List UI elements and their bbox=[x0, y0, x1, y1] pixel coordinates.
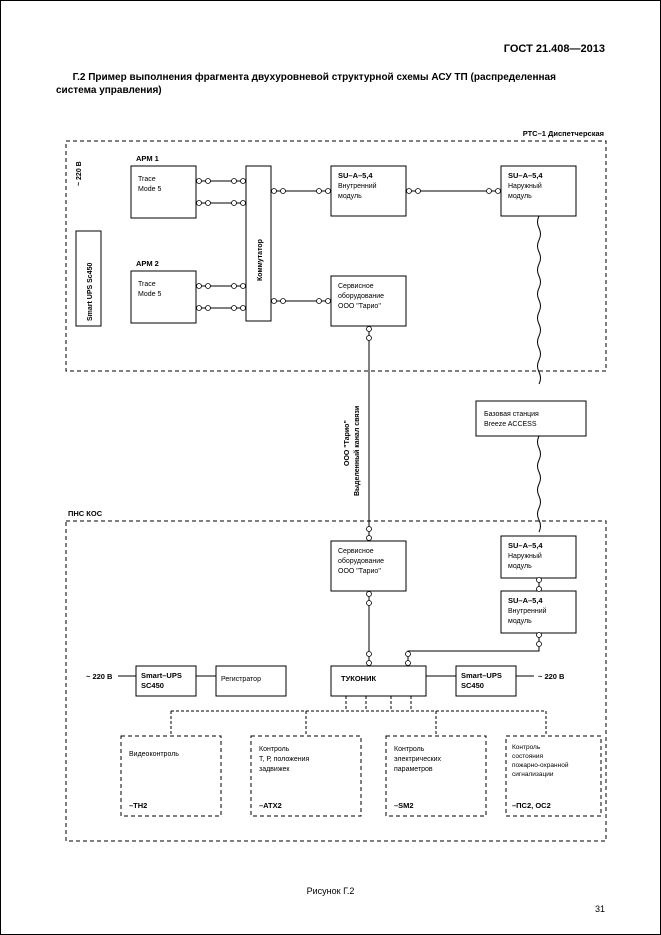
ctrl-fire-t2: состояния bbox=[512, 753, 543, 760]
service-lower-t3: ООО "Тарио" bbox=[338, 568, 381, 575]
service-upper-t1: Сервисное bbox=[338, 283, 374, 290]
volt-label-right: ~ 220 В bbox=[538, 672, 565, 681]
su-outer-upper-t3: модуль bbox=[508, 193, 532, 200]
ctrl-fire-t3: пожарно-охранной bbox=[512, 761, 569, 769]
figure-label: Рисунок Г.2 bbox=[1, 886, 660, 896]
smartups-left-t2: SC450 bbox=[141, 681, 164, 690]
arm1-sub1: Trace bbox=[138, 176, 156, 183]
volt-label-upper: ~ 220 В bbox=[76, 161, 83, 186]
diagram-svg: РТС–1 Диспетчерская ~ 220 В Smart UPS Sc… bbox=[56, 111, 611, 871]
smartups-left-t1: Smart–UPS bbox=[141, 671, 182, 680]
su-inner-lower-t2: Внутренний bbox=[508, 607, 547, 615]
su-outer-lower-t2: Наружный bbox=[508, 552, 542, 560]
tukonik-label: ТУКОНИК bbox=[341, 674, 376, 683]
su-outer-upper-t1: SU–A–5,4 bbox=[508, 171, 543, 180]
figure-caption: Г.2 Пример выполнения фрагмента двухуров… bbox=[56, 71, 605, 97]
service-upper-t2: оборудование bbox=[338, 292, 384, 300]
arm1-title: АРМ 1 bbox=[136, 154, 159, 163]
registrator-label: Регистратор bbox=[221, 676, 261, 683]
kommutator-label: Коммутатор bbox=[257, 239, 264, 281]
su-inner-lower-t1: SU–A–5,4 bbox=[508, 596, 543, 605]
caption-l2: система управления) bbox=[56, 85, 162, 96]
ctrl-fire-t4: сигнализации bbox=[512, 771, 554, 778]
su-outer-upper-t2: Наружный bbox=[508, 182, 542, 190]
smartups-right-t1: Smart–UPS bbox=[461, 671, 502, 680]
base-station-t1: Базовая станция bbox=[484, 411, 539, 418]
arm1-sub2: Mode 5 bbox=[138, 186, 161, 193]
caption-l1: Г.2 Пример выполнения фрагмента двухуров… bbox=[73, 72, 556, 83]
volt-label-left: ~ 220 В bbox=[86, 672, 113, 681]
ctrl-tp-tag: –ATX2 bbox=[259, 801, 282, 810]
ups-left-label: Smart UPS Sc450 bbox=[87, 263, 94, 321]
ctrl-el-t2: электрических bbox=[394, 756, 442, 763]
arm2-sub1: Trace bbox=[138, 281, 156, 288]
ctrl-fire-t1: Контроль bbox=[512, 744, 541, 751]
ctrl-tp-t1: Контроль bbox=[259, 746, 290, 753]
page-number: 31 bbox=[595, 904, 605, 914]
base-station-t2: Breeze ACCESS bbox=[484, 421, 537, 428]
video-tag: –ТН2 bbox=[129, 801, 147, 810]
ctrl-el-t3: параметров bbox=[394, 766, 433, 773]
arm2-sub2: Mode 5 bbox=[138, 291, 161, 298]
service-lower-t1: Сервисное bbox=[338, 548, 374, 555]
su-inner-upper-t1: SU–A–5,4 bbox=[338, 171, 373, 180]
wavy-lower bbox=[538, 436, 541, 532]
upper-frame-label: РТС–1 Диспетчерская bbox=[523, 129, 604, 138]
ctrl-fire-tag: –ПС2, ОС2 bbox=[512, 801, 551, 810]
document-id: ГОСТ 21.408—2013 bbox=[504, 43, 605, 55]
su-inner-upper-t2: Внутренний bbox=[338, 182, 377, 190]
ctrl-el-t1: Контроль bbox=[394, 746, 425, 753]
su-outer-lower-t1: SU–A–5,4 bbox=[508, 541, 543, 550]
su-inner-upper-t3: модуль bbox=[338, 193, 362, 200]
link-label-1: Выделенный канал связи bbox=[353, 406, 361, 496]
page-container: ГОСТ 21.408—2013 Г.2 Пример выполнения ф… bbox=[0, 0, 661, 935]
wavy-upper bbox=[538, 216, 541, 384]
base-station-box bbox=[476, 401, 586, 436]
service-lower-t2: оборудование bbox=[338, 557, 384, 565]
su-outer-lower-t3: модуль bbox=[508, 563, 532, 570]
lower-frame-label: ПНС КОС bbox=[68, 509, 103, 518]
ctrl-tp-t3: задвижек bbox=[259, 766, 290, 773]
ctrl-tp-t2: Т, Р, положения bbox=[259, 756, 309, 763]
video-t1: Видеоконтроль bbox=[129, 751, 179, 758]
smartups-right-t2: SC450 bbox=[461, 681, 484, 690]
arm2-title: АРМ 2 bbox=[136, 259, 159, 268]
ctrl-el-tag: –SM2 bbox=[394, 801, 414, 810]
su-inner-lower-t3: модуль bbox=[508, 618, 532, 625]
service-upper-t3: ООО "Тарио" bbox=[338, 303, 381, 310]
link-label-2: ООО "Тарио" bbox=[344, 420, 351, 466]
